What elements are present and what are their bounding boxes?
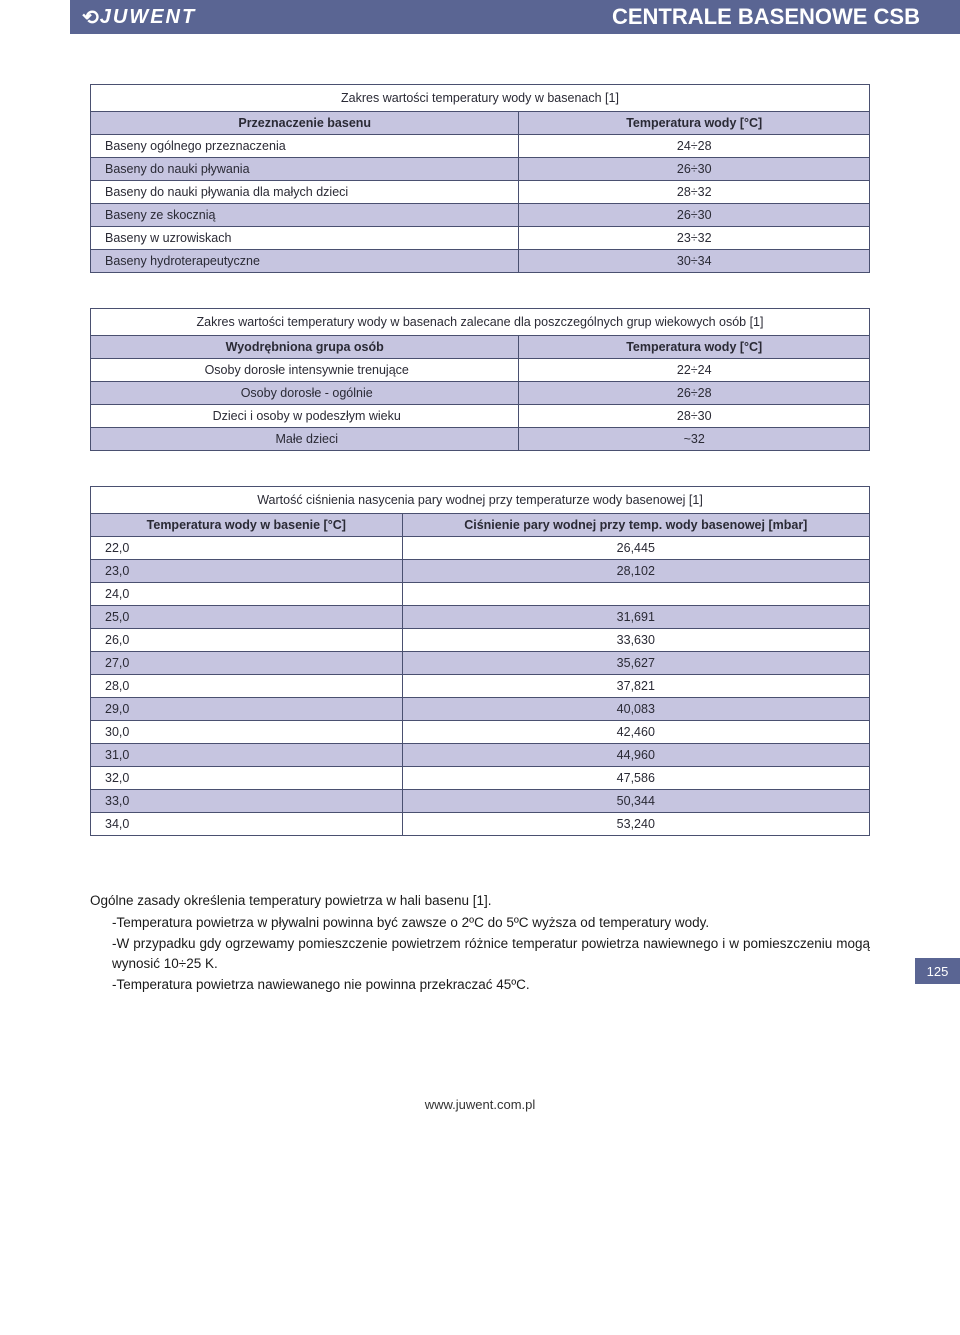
table2-col1: Wyodrębniona grupa osób — [91, 336, 519, 359]
t3-r8-b: 42,460 — [402, 721, 869, 744]
table2-title: Zakres wartości temperatury wody w basen… — [91, 309, 870, 336]
t2-r2-a: Dzieci i osoby w podeszłym wieku — [91, 405, 519, 428]
body-p4: -Temperatura powietrza nawiewanego nie p… — [90, 975, 870, 995]
t3-r1-b: 28,102 — [402, 560, 869, 583]
t3-r1-a: 23,0 — [91, 560, 403, 583]
t1-r5-b: 30÷34 — [519, 250, 870, 273]
t3-r11-b: 50,344 — [402, 790, 869, 813]
t1-r0-b: 24÷28 — [519, 135, 870, 158]
logo-swoosh-icon: ⟲ — [82, 5, 96, 30]
t2-r2-b: 28÷30 — [519, 405, 870, 428]
content-area: Zakres wartości temperatury wody w basen… — [0, 34, 960, 891]
t3-r0-a: 22,0 — [91, 537, 403, 560]
t1-r4-b: 23÷32 — [519, 227, 870, 250]
table-vapor-pressure: Wartość ciśnienia nasycenia pary wodnej … — [90, 486, 870, 836]
t3-r8-a: 30,0 — [91, 721, 403, 744]
footer-url: www.juwent.com.pl — [0, 1097, 960, 1124]
t2-r1-b: 26÷28 — [519, 382, 870, 405]
t3-r0-b: 26,445 — [402, 537, 869, 560]
t3-r3-a: 25,0 — [91, 606, 403, 629]
page-number: 125 — [927, 964, 949, 979]
t2-r1-a: Osoby dorosłe - ogólnie — [91, 382, 519, 405]
t3-r2-b — [402, 583, 869, 606]
body-p3: -W przypadku gdy ogrzewamy pomieszczenie… — [90, 934, 870, 973]
body-p1: Ogólne zasady określenia temperatury pow… — [90, 891, 870, 911]
body-text: Ogólne zasady określenia temperatury pow… — [0, 891, 960, 1027]
table1-col2: Temperatura wody [°C] — [519, 112, 870, 135]
table3-col1: Temperatura wody w basenie [°C] — [91, 514, 403, 537]
t3-r5-a: 27,0 — [91, 652, 403, 675]
t3-r12-a: 34,0 — [91, 813, 403, 836]
t3-r6-a: 28,0 — [91, 675, 403, 698]
t1-r0-a: Baseny ogólnego przeznaczenia — [91, 135, 519, 158]
t3-r10-a: 32,0 — [91, 767, 403, 790]
t3-r11-a: 33,0 — [91, 790, 403, 813]
header-bar: ⟲ JUWENT CENTRALE BASENOWE CSB — [0, 0, 960, 34]
table-water-temp-by-use: Zakres wartości temperatury wody w basen… — [90, 84, 870, 273]
t1-r4-a: Baseny w uzrowiskach — [91, 227, 519, 250]
page-title: CENTRALE BASENOWE CSB — [305, 0, 960, 34]
table-water-temp-by-age: Zakres wartości temperatury wody w basen… — [90, 308, 870, 451]
t3-r4-b: 33,630 — [402, 629, 869, 652]
t2-r0-a: Osoby dorosłe intensywnie trenujące — [91, 359, 519, 382]
t1-r2-a: Baseny do nauki pływania dla małych dzie… — [91, 181, 519, 204]
logo: ⟲ JUWENT — [70, 0, 305, 34]
t1-r1-a: Baseny do nauki pływania — [91, 158, 519, 181]
t1-r1-b: 26÷30 — [519, 158, 870, 181]
t3-r4-a: 26,0 — [91, 629, 403, 652]
t3-r5-b: 35,627 — [402, 652, 869, 675]
t3-r2-a: 24,0 — [91, 583, 403, 606]
table1-col1: Przeznaczenie basenu — [91, 112, 519, 135]
t3-r7-a: 29,0 — [91, 698, 403, 721]
t1-r3-b: 26÷30 — [519, 204, 870, 227]
table3-title: Wartość ciśnienia nasycenia pary wodnej … — [91, 487, 870, 514]
logo-text: JUWENT — [100, 6, 196, 29]
t3-r6-b: 37,821 — [402, 675, 869, 698]
t1-r2-b: 28÷32 — [519, 181, 870, 204]
t1-r3-a: Baseny ze skocznią — [91, 204, 519, 227]
table2-col2: Temperatura wody [°C] — [519, 336, 870, 359]
t1-r5-a: Baseny hydroterapeutyczne — [91, 250, 519, 273]
table3-col2: Ciśnienie pary wodnej przy temp. wody ba… — [402, 514, 869, 537]
body-p2: -Temperatura powietrza w pływalni powinn… — [90, 913, 870, 933]
table1-title: Zakres wartości temperatury wody w basen… — [91, 85, 870, 112]
t3-r12-b: 53,240 — [402, 813, 869, 836]
t3-r7-b: 40,083 — [402, 698, 869, 721]
t3-r9-a: 31,0 — [91, 744, 403, 767]
t3-r10-b: 47,586 — [402, 767, 869, 790]
t2-r0-b: 22÷24 — [519, 359, 870, 382]
t3-r3-b: 31,691 — [402, 606, 869, 629]
t3-r9-b: 44,960 — [402, 744, 869, 767]
t2-r3-a: Małe dzieci — [91, 428, 519, 451]
page-number-tab: 125 — [915, 958, 960, 984]
t2-r3-b: ~32 — [519, 428, 870, 451]
